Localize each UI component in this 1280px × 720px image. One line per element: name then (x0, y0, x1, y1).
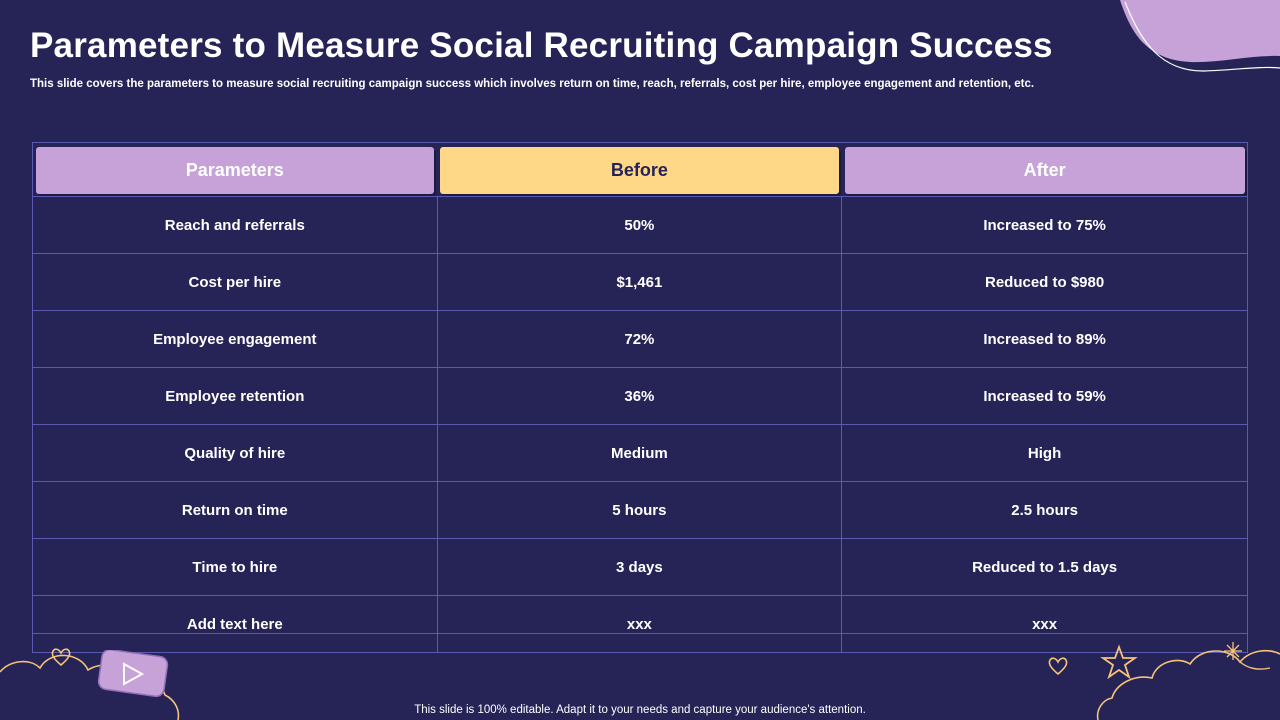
star-doodle-icon (1100, 644, 1138, 680)
cell-parameter: Cost per hire (32, 253, 438, 311)
cell-before: 36% (436, 367, 843, 425)
cell-after: 2.5 hours (841, 481, 1248, 539)
table-header-row: Parameters Before After (33, 142, 1248, 197)
header-after: After (844, 147, 1245, 194)
cell-parameter: Employee engagement (32, 310, 438, 368)
cell-after: xxx (841, 595, 1248, 653)
cell-before: xxx (436, 595, 843, 653)
page-title: Parameters to Measure Social Recruiting … (30, 26, 1053, 65)
header-parameters: Parameters (35, 147, 435, 194)
cell-parameter: Return on time (32, 481, 438, 539)
page-subtitle: This slide covers the parameters to meas… (30, 78, 1035, 90)
cell-after: Increased to 59% (841, 367, 1248, 425)
cell-before: Medium (436, 424, 843, 482)
table-row: Return on time 5 hours 2.5 hours (32, 481, 1248, 539)
cell-parameter: Employee retention (32, 367, 438, 425)
cell-parameter: Quality of hire (32, 424, 438, 482)
cell-after: Reduced to 1.5 days (841, 538, 1248, 596)
cell-after: Increased to 75% (841, 196, 1248, 254)
cloud-doodle-icon (1096, 649, 1280, 720)
comparison-table: Parameters Before After Reach and referr… (32, 142, 1248, 653)
cell-parameter: Reach and referrals (32, 196, 438, 254)
table-row: Employee retention 36% Increased to 59% (32, 367, 1248, 425)
header-cell-before: Before (437, 142, 842, 197)
header-cell-after: After (842, 142, 1248, 197)
table-row: Add text here xxx xxx (32, 595, 1248, 653)
table-row: Cost per hire $1,461 Reduced to $980 (32, 253, 1248, 311)
table-row: Reach and referrals 50% Increased to 75% (32, 196, 1248, 254)
sparkle-icon (1224, 642, 1242, 660)
cell-before: 72% (436, 310, 843, 368)
play-button-icon (97, 650, 169, 698)
comparison-table-container: Parameters Before After Reach and referr… (32, 142, 1248, 653)
corner-blob-decoration (1120, 0, 1280, 72)
table-row: Employee engagement 72% Increased to 89% (32, 310, 1248, 368)
heart-doodle-icon (51, 648, 71, 667)
cell-before: $1,461 (436, 253, 843, 311)
cell-before: 3 days (436, 538, 843, 596)
table-row: Time to hire 3 days Reduced to 1.5 days (32, 538, 1248, 596)
cell-after: Increased to 89% (841, 310, 1248, 368)
cell-before: 5 hours (436, 481, 843, 539)
header-cell-parameters: Parameters (33, 142, 438, 197)
table-row: Quality of hire Medium High (32, 424, 1248, 482)
cell-before: 50% (436, 196, 843, 254)
cell-after: High (841, 424, 1248, 482)
header-before: Before (440, 147, 839, 194)
cell-after: Reduced to $980 (841, 253, 1248, 311)
heart-doodle-icon (1048, 657, 1068, 676)
cell-parameter: Time to hire (32, 538, 438, 596)
footer-note: This slide is 100% editable. Adapt it to… (414, 704, 866, 716)
cell-parameter: Add text here (32, 595, 438, 653)
